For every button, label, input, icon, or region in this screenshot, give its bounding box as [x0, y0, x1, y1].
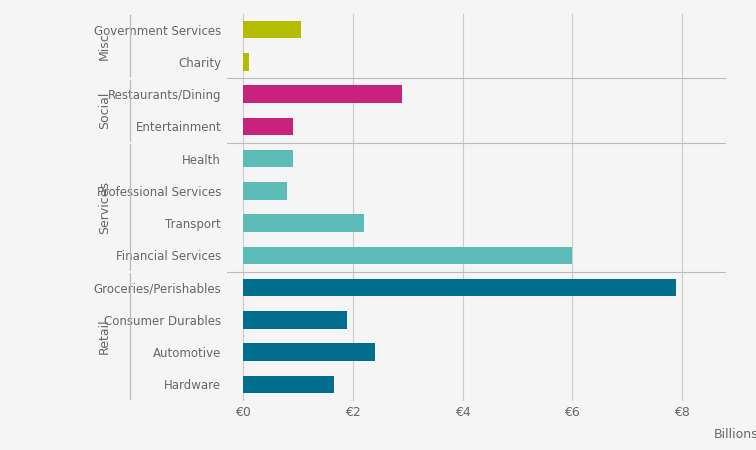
- Text: Misc: Misc: [98, 32, 111, 60]
- Bar: [243, 311, 348, 329]
- Bar: [243, 279, 677, 297]
- Bar: [243, 21, 301, 39]
- Bar: [243, 85, 402, 103]
- Bar: [243, 214, 364, 232]
- Text: Services: Services: [98, 180, 111, 234]
- Text: Retail: Retail: [98, 318, 111, 354]
- Bar: [243, 117, 293, 135]
- Bar: [243, 375, 333, 393]
- X-axis label: Billions: Billions: [714, 428, 756, 441]
- Bar: [243, 182, 287, 200]
- Bar: [243, 53, 249, 71]
- Bar: [243, 247, 572, 264]
- Bar: [243, 343, 375, 361]
- Text: Social: Social: [98, 91, 111, 129]
- Bar: [243, 150, 293, 167]
